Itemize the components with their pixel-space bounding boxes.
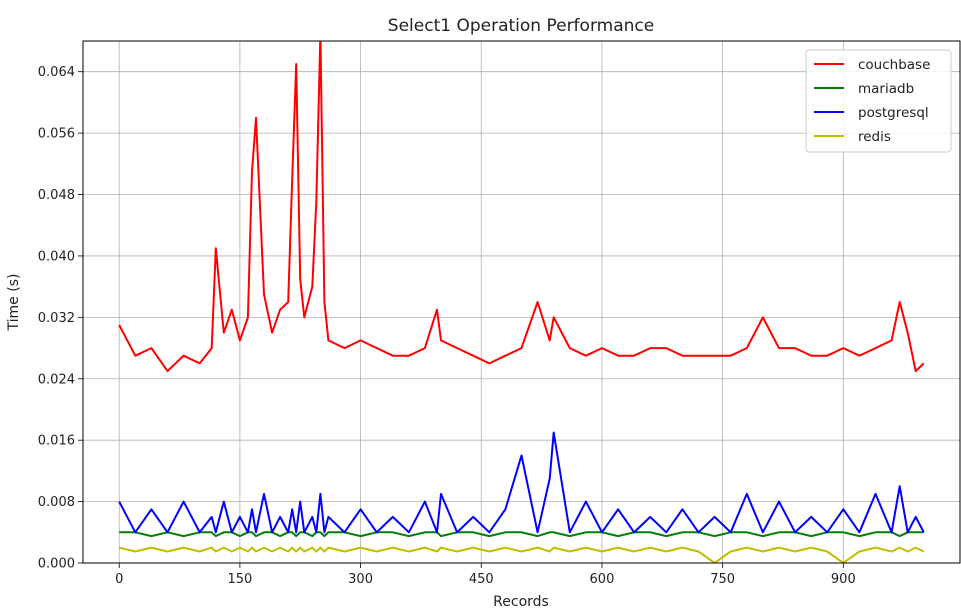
y-tick-label: 0.064 [38,65,75,80]
y-tick-label: 0.056 [38,127,75,142]
series-line-couchbase [118,41,925,373]
y-tick-label: 0.032 [38,311,75,326]
legend-label-redis: redis [858,129,891,145]
legend: couchbase mariadb postgresql redis [805,49,952,153]
x-axis-ticks: 0 150 300 450 600 750 900 [115,563,856,587]
legend-label-mariadb: mariadb [858,81,914,97]
x-tick-label: 150 [227,572,252,587]
series-lines [118,41,925,563]
y-tick-label: 0.016 [38,434,75,449]
y-tick-label: 0.000 [38,557,75,572]
x-tick-label: 600 [590,572,615,587]
chart-title: Select1 Operation Performance [388,16,654,36]
legend-box [805,49,952,153]
x-tick-label: 900 [831,572,856,587]
y-tick-label: 0.008 [38,495,75,510]
y-axis-ticks: 0.000 0.008 0.016 0.024 0.032 0.040 0.048 0.056… [38,65,83,572]
series-line-redis [118,546,925,563]
y-tick-label: 0.040 [38,249,75,264]
y-tick-label: 0.048 [38,188,75,203]
y-tick-label: 0.024 [38,372,75,387]
x-tick-label: 450 [469,572,494,587]
legend-label-postgresql: postgresql [858,105,929,121]
plot-frame [82,40,961,564]
x-axis-label: Records [493,594,549,610]
y-axis-label: Time (s) [6,274,22,332]
legend-label-couchbase: couchbase [858,57,930,73]
x-tick-label: 750 [710,572,735,587]
x-tick-label: 300 [348,572,373,587]
series-line-postgresql [118,431,925,534]
x-tick-label: 0 [115,572,123,587]
